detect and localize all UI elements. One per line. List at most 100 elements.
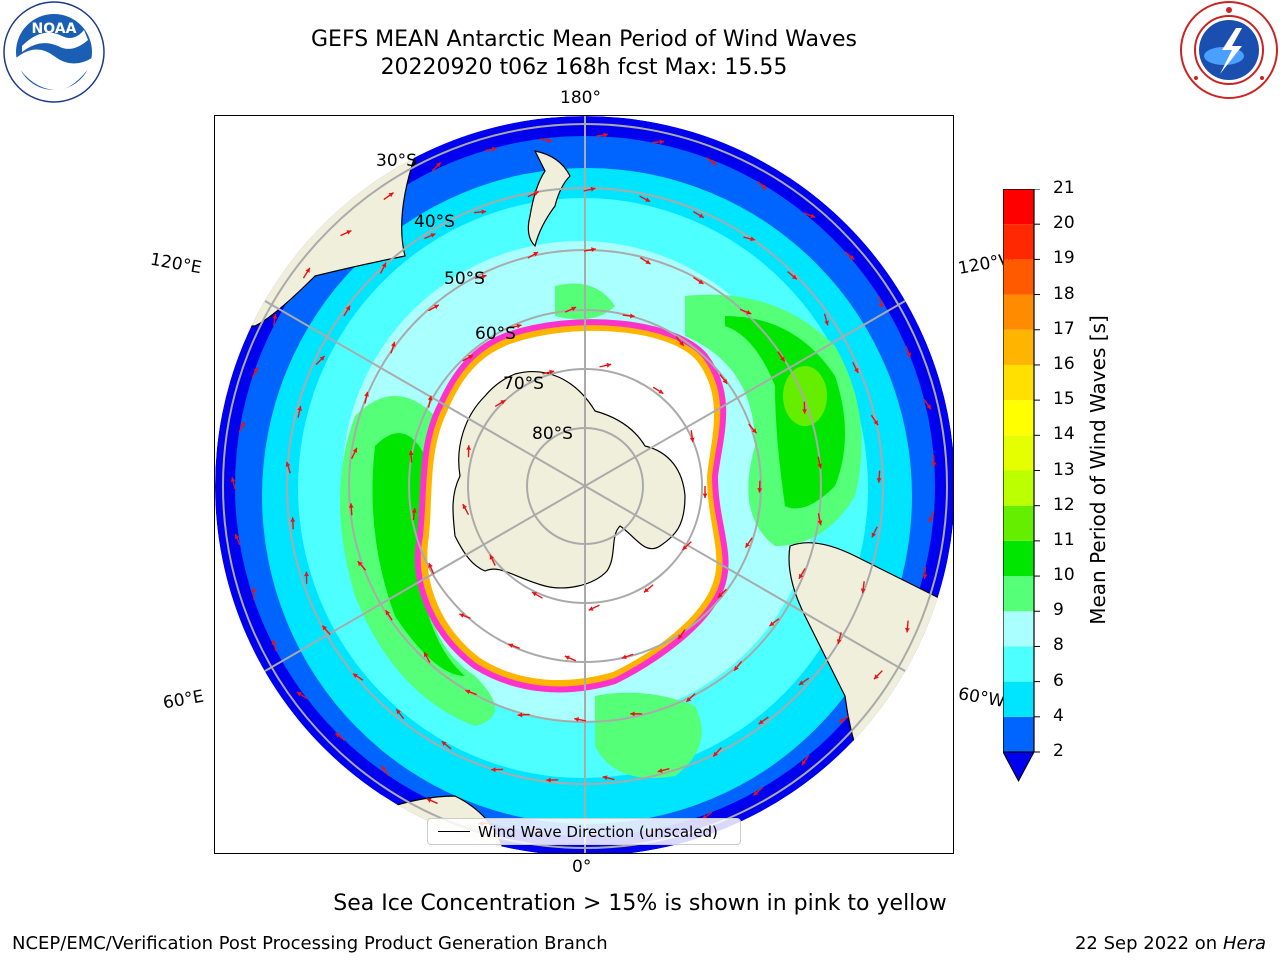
- wave-arrow-head: [836, 639, 842, 644]
- wave-arrow-head: [305, 267, 310, 273]
- wave-arrow-head: [746, 310, 752, 315]
- wave-arrow-head: [391, 341, 396, 347]
- colorbar-tick-label: 11: [1053, 529, 1075, 550]
- lon-label-60w: 60°W: [956, 684, 1007, 712]
- wave-arrow-head: [817, 463, 823, 469]
- wave-arrow-head: [297, 406, 303, 411]
- wave-arrow-head: [590, 186, 596, 192]
- wave-arrow-head: [516, 323, 522, 329]
- wave-arrow-head: [679, 341, 684, 346]
- colorbar: [1003, 189, 1040, 783]
- wave-arrow-head: [591, 247, 596, 253]
- wave-arrow-head: [824, 320, 829, 326]
- wave-arrow-head: [931, 462, 937, 467]
- wave-arrow-head: [426, 798, 432, 803]
- wave-arrow-head: [873, 674, 879, 680]
- wave-arrow-head: [686, 697, 692, 702]
- colorbar-tick-label: 12: [1053, 494, 1075, 515]
- wave-zone-east-core: [725, 316, 845, 509]
- wave-arrow-head: [322, 625, 328, 631]
- wave-arrow-head: [411, 508, 417, 513]
- wave-arrow-head: [802, 409, 807, 414]
- noaa-logo: NOAA: [3, 1, 105, 103]
- wave-arrow-head: [517, 712, 523, 718]
- wave-arrow-head: [234, 533, 240, 539]
- wave-arrow-head: [348, 503, 354, 508]
- wave-arrow-head: [798, 680, 804, 685]
- wave-arrow-head: [532, 592, 538, 597]
- wave-arrow-head: [319, 356, 325, 361]
- wave-arrow-head: [602, 775, 608, 781]
- wave-arrow-head: [588, 606, 594, 611]
- wave-arrow-head: [408, 450, 414, 456]
- colorbar-tick-label: 6: [1053, 670, 1064, 691]
- wave-arrow-head: [481, 274, 487, 279]
- wave-arrow-head: [385, 610, 391, 616]
- chart-title: GEFS MEAN Antarctic Mean Period of Wind …: [311, 27, 857, 52]
- wave-arrow-head: [643, 587, 649, 593]
- wave-arrow-head: [817, 520, 823, 526]
- colorbar-segment: [1003, 470, 1034, 506]
- wave-arrow-head: [396, 709, 401, 715]
- colorbar-tick-label: 9: [1053, 600, 1064, 621]
- colorbar-tick-label: 14: [1053, 424, 1075, 445]
- lat-label-40s: 40°S: [414, 212, 455, 232]
- wave-arrow-head: [251, 587, 257, 593]
- wave-arrow-head: [906, 352, 911, 358]
- wave-arrow-head: [769, 621, 775, 626]
- wave-arrow-head: [878, 303, 884, 309]
- colorbar-title: Mean Period of Wind Waves [s]: [1086, 315, 1110, 625]
- lat-label-70s: 70°S: [503, 374, 544, 394]
- wave-arrow-head: [304, 571, 309, 577]
- wave-arrow-head: [722, 378, 728, 384]
- wave-arrow-head: [296, 691, 302, 697]
- wave-arrow-head: [468, 355, 474, 360]
- wave-arrow-head: [335, 732, 341, 738]
- colorbar-tick-label: 17: [1053, 318, 1075, 339]
- footer-machine: Hera: [1222, 933, 1266, 954]
- wave-arrow-head: [630, 313, 635, 319]
- wave-arrow-head: [352, 447, 358, 453]
- wave-arrow-head: [839, 718, 845, 723]
- colorbar-segment: [1003, 364, 1034, 401]
- colorbar-segment: [1003, 294, 1034, 330]
- wave-arrow-head: [871, 532, 877, 538]
- colorbar-segment: [1003, 259, 1034, 295]
- wave-arrow-head: [689, 437, 695, 443]
- colorbar-tick-label: 16: [1053, 353, 1075, 374]
- wave-arrow-head: [533, 191, 539, 196]
- wave-arrow-head: [711, 160, 717, 165]
- wave-arrow-head: [466, 445, 472, 450]
- wave-arrow-head: [346, 230, 352, 235]
- wave-arrow-head: [430, 233, 436, 238]
- wave-arrow-head: [750, 236, 756, 242]
- wave-arrow-head: [433, 304, 439, 310]
- wave-arrow-head: [801, 760, 807, 766]
- wave-arrow-head: [364, 391, 369, 397]
- wave-zone-south: [595, 692, 702, 778]
- colorbar-segment: [1003, 716, 1034, 752]
- wave-arrow-head: [352, 673, 358, 678]
- wave-arrow-head: [500, 400, 506, 405]
- wave-arrow-head: [240, 421, 245, 427]
- colorbar-segment: [1003, 505, 1034, 541]
- new-zealand: [527, 150, 571, 248]
- wave-arrow-head: [549, 369, 555, 375]
- wave-arrow-head: [745, 542, 750, 548]
- wave-arrow-head: [357, 561, 363, 567]
- wave-arrow-head: [459, 613, 465, 618]
- footer-credit: NCEP/EMC/Verification Post Processing Pr…: [12, 933, 608, 954]
- wave-arrow-head: [659, 139, 665, 145]
- wave-arrow-head: [761, 184, 767, 190]
- wave-arrow-head: [435, 162, 441, 168]
- lat-label-60s: 60°S: [475, 324, 516, 344]
- wave-arrow-head: [682, 545, 688, 550]
- wave-arrow-head: [658, 389, 664, 394]
- legend-line-swatch: [438, 831, 470, 832]
- wave-arrow-head: [698, 213, 704, 218]
- wave-arrow-head: [290, 517, 296, 522]
- wave-arrow-head: [546, 137, 552, 143]
- wave-arrow-head: [698, 279, 704, 284]
- wave-arrow-head: [465, 689, 471, 695]
- colorbar-tick-label: 15: [1053, 389, 1075, 410]
